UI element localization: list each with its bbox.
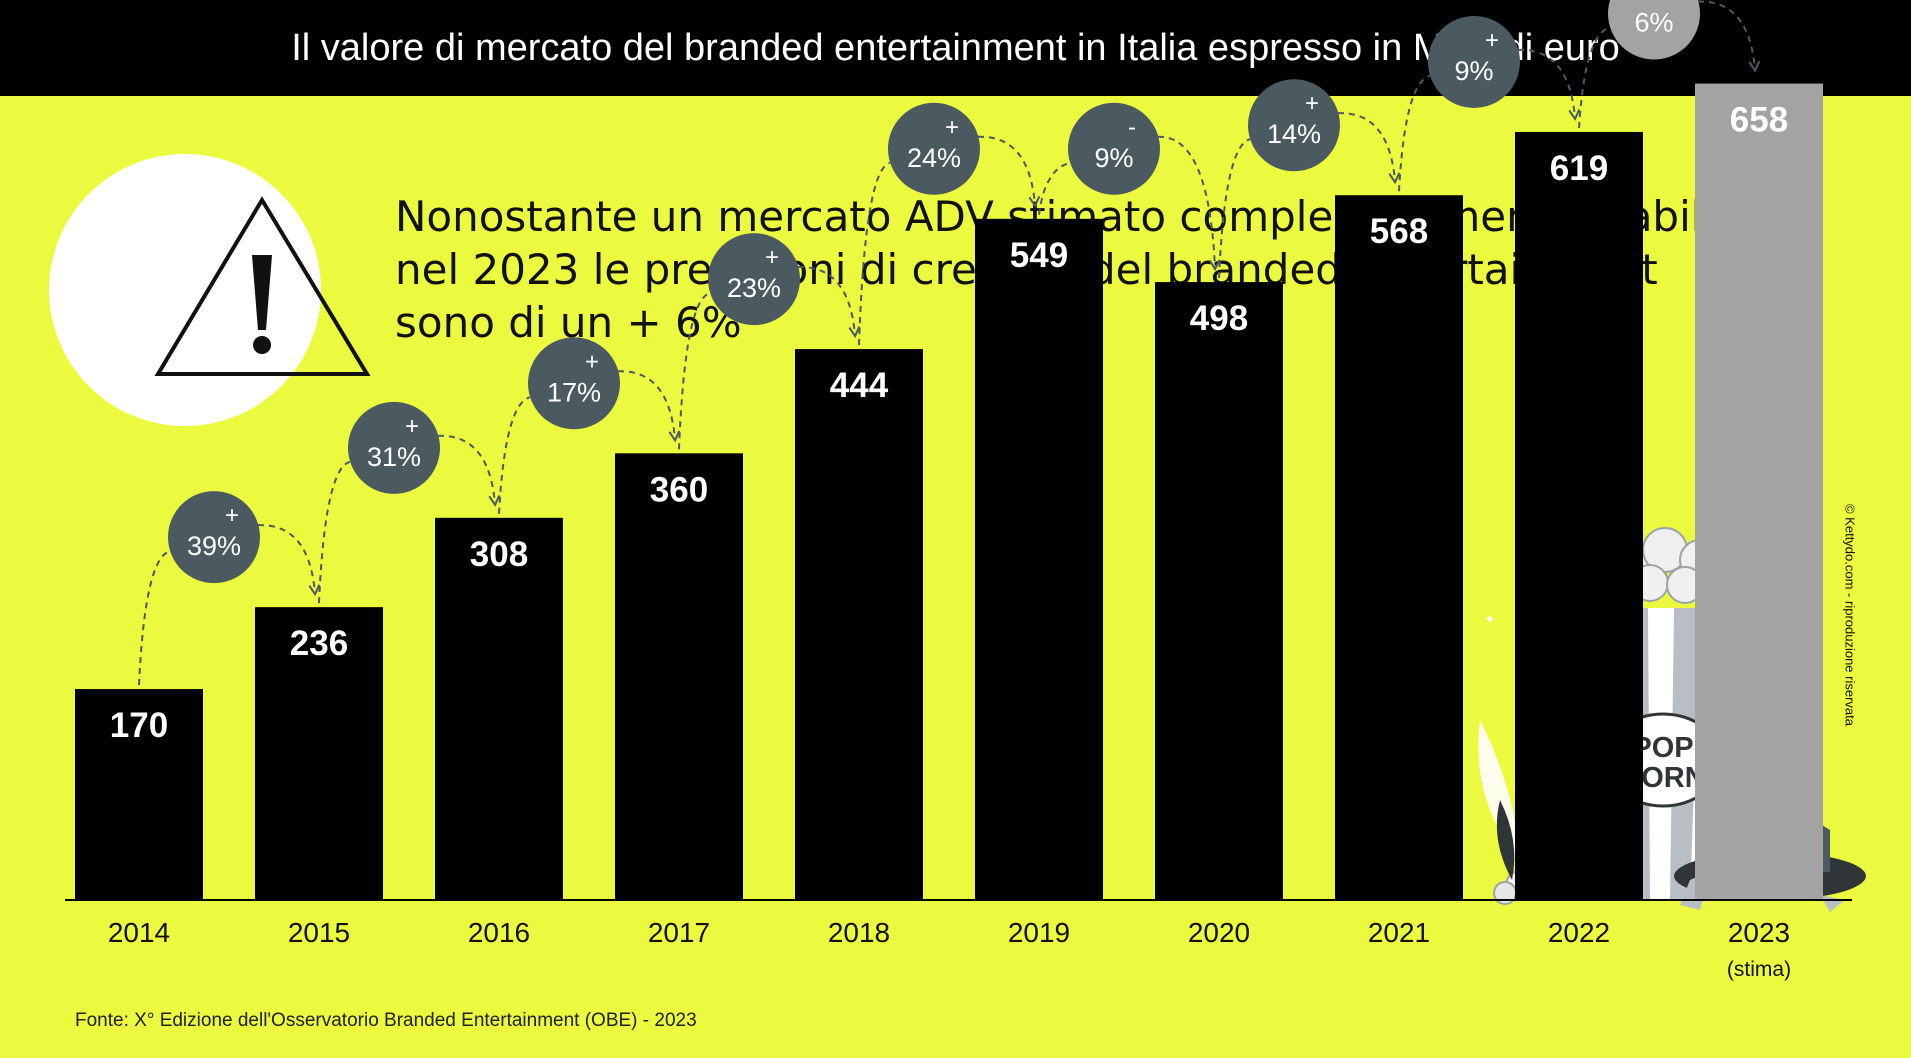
x-tick-label: 2023: [1728, 917, 1790, 948]
change-sign: +: [405, 413, 419, 440]
bar-value-label: 444: [830, 366, 889, 405]
change-connector: [1578, 26, 1611, 129]
change-bubble: [1068, 102, 1160, 195]
change-value: 23%: [727, 273, 781, 303]
x-tick-label: 2020: [1188, 917, 1250, 948]
change-connector: [318, 460, 351, 604]
change-bubble: [1248, 79, 1340, 172]
change-sign: +: [945, 114, 959, 141]
change-sign: +: [1485, 27, 1499, 54]
bar: [615, 453, 743, 900]
bar-value-label: 170: [110, 706, 168, 745]
change-bubble: [1608, 0, 1700, 60]
x-tick-label: 2014: [108, 917, 170, 948]
bar: [795, 349, 923, 900]
bars-layer: 170 236 308 360 444 549 498 568 619 658: [75, 83, 1823, 901]
change-arrow: [1517, 48, 1575, 118]
chart-title-text: Il valore di mercato del branded enterta…: [291, 26, 1620, 69]
x-tick-label: 2021: [1368, 917, 1430, 948]
bar: [1335, 195, 1463, 901]
change-bubble: [1428, 15, 1520, 108]
change-value: 9%: [1454, 56, 1493, 86]
change-sign: -: [1128, 114, 1136, 141]
change-arrow: [1157, 135, 1215, 268]
bar: [1695, 83, 1823, 901]
x-tick-label: 2018: [828, 917, 890, 948]
bar-value-label: 549: [1010, 236, 1068, 275]
bar: [255, 607, 383, 900]
bar-value-label: 498: [1190, 299, 1248, 338]
change-arrow: [1697, 0, 1755, 69]
change-connector: [1218, 138, 1251, 279]
change-arrow: [257, 524, 315, 593]
change-value: 39%: [187, 531, 241, 561]
bar-value-label: 236: [290, 624, 348, 663]
change-value: 9%: [1094, 143, 1133, 173]
x-axis-tick-labels: 2014 2015 2016 2017 2018 2019 2020 2021 2022 2023…: [108, 917, 1791, 981]
change-sign: +: [225, 502, 239, 529]
x-tick-label: 2019: [1008, 917, 1070, 948]
bar: [975, 218, 1103, 901]
bar-value-label: 360: [650, 470, 708, 509]
change-bubble: [708, 233, 800, 326]
warning-triangle-icon: [49, 154, 371, 426]
change-bubble: [168, 491, 260, 584]
bar-value-label: 658: [1730, 101, 1788, 140]
warning-badge: [0, 0, 380, 445]
svg-text:✦: ✦: [1484, 612, 1496, 628]
change-value: 24%: [907, 143, 961, 173]
change-arrow: [797, 266, 855, 335]
bar-value-label: 308: [470, 535, 528, 574]
change-bubble: [348, 401, 440, 494]
bar: [435, 517, 563, 900]
x-tick-label: 2016: [468, 917, 530, 948]
bar-value-label: 619: [1550, 149, 1608, 188]
change-connector: [1038, 161, 1071, 215]
change-arrow: [977, 135, 1035, 205]
change-connector: [138, 550, 171, 686]
source-note: Fonte: X° Edizione dell'Osservatorio Bra…: [75, 1010, 697, 1031]
copyright-note: © Kettydo.com - riproduzione riservata: [1842, 503, 1858, 727]
change-sign: +: [1665, 0, 1679, 6]
x-tick-label: 2022: [1548, 917, 1610, 948]
bar: [1515, 131, 1643, 900]
change-connector: [1398, 74, 1431, 192]
change-sign: +: [585, 348, 599, 375]
x-tick-sublabel: (stima): [1727, 958, 1791, 981]
bar-value-label: 568: [1370, 212, 1428, 251]
change-bubble: [888, 102, 980, 195]
change-bubble: [528, 337, 620, 430]
change-value: 14%: [1267, 119, 1321, 149]
change-connector: [498, 396, 531, 514]
bar: [1155, 282, 1283, 900]
x-tick-label: 2015: [288, 917, 350, 948]
change-sign: +: [1305, 90, 1319, 117]
change-value: 17%: [547, 377, 601, 407]
change-arrow: [437, 434, 495, 504]
change-bubbles: +39%+31%+17%+23%+24%-9%+14%+9%+6%: [138, 0, 1755, 686]
change-value: 6%: [1634, 8, 1673, 38]
change-arrow: [617, 370, 675, 439]
x-tick-label: 2017: [648, 917, 710, 948]
change-arrow: [1337, 112, 1395, 181]
change-sign: +: [765, 244, 779, 271]
change-value: 31%: [367, 442, 421, 472]
change-connector: [858, 161, 891, 346]
bar: [75, 689, 203, 900]
change-connector: [678, 292, 711, 450]
